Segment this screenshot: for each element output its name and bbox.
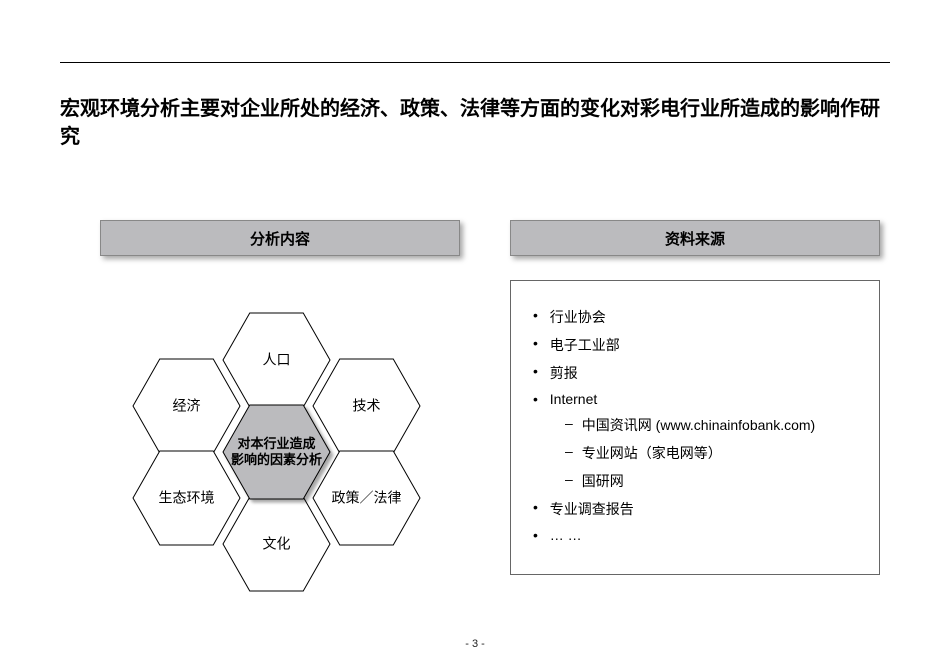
top-rule xyxy=(60,62,890,63)
source-item: 剪报 xyxy=(533,363,857,383)
analysis-header-label: 分析内容 xyxy=(250,228,310,249)
sources-header: 资料来源 xyxy=(510,220,880,256)
hex-diagram: 人口 经济 技术 生态环境 政策／法律 文化 对本行业造成 影响的因素分析 xyxy=(75,295,475,615)
page-title: 宏观环境分析主要对企业所处的经济、政策、法律等方面的变化对彩电行业所造成的影响作… xyxy=(60,95,890,151)
source-item: Internet xyxy=(533,391,857,407)
hex-label: 技术 xyxy=(353,397,381,415)
hex-center: 对本行业造成 影响的因素分析 xyxy=(223,405,330,499)
hex-label: 生态环境 xyxy=(159,489,215,507)
source-item: 专业调查报告 xyxy=(533,499,857,519)
hex-label: 文化 xyxy=(263,535,291,553)
sources-list: 行业协会电子工业部剪报 Internet 中国资讯网 (www.chinainfob… xyxy=(533,307,857,543)
source-item: … … xyxy=(533,527,857,543)
hex-label: 经济 xyxy=(173,397,201,415)
sources-header-label: 资料来源 xyxy=(665,228,725,249)
hex-node: 文化 xyxy=(223,497,330,591)
hex-label: 人口 xyxy=(263,351,291,369)
hex-label: 对本行业造成 影响的因素分析 xyxy=(231,436,322,469)
sources-box: 行业协会电子工业部剪报 Internet 中国资讯网 (www.chinainfob… xyxy=(510,280,880,575)
source-item: 行业协会 xyxy=(533,307,857,327)
source-item: 中国资讯网 (www.chinainfobank.com) xyxy=(565,415,857,435)
source-item: 国研网 xyxy=(565,471,857,491)
page-number: - 3 - xyxy=(0,638,950,650)
source-item: 专业网站（家电网等） xyxy=(565,443,857,463)
source-item: 电子工业部 xyxy=(533,335,857,355)
analysis-header: 分析内容 xyxy=(100,220,460,256)
hex-label: 政策／法律 xyxy=(332,489,402,507)
